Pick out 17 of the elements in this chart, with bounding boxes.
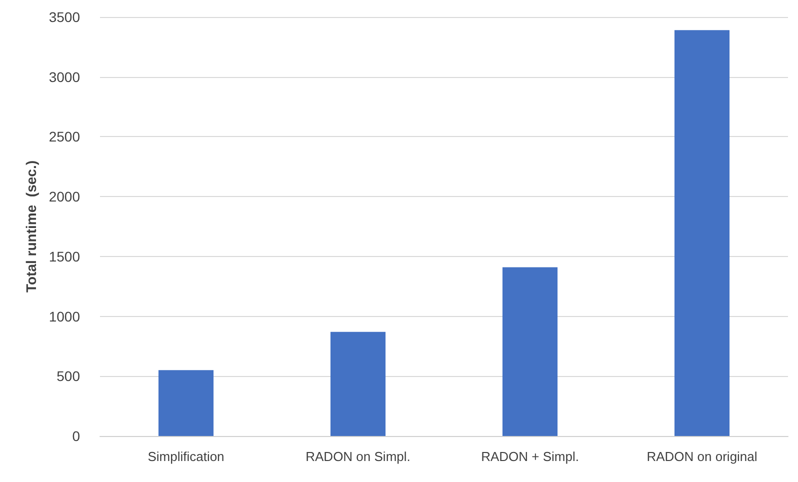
y-tick-label: 2000 — [48, 188, 80, 205]
bar — [330, 332, 386, 436]
x-tick-label: Simplification — [148, 449, 224, 464]
y-tick-label: 500 — [56, 368, 80, 384]
y-tick-label: 3500 — [48, 9, 80, 25]
y-tick-label: 3000 — [48, 68, 80, 85]
y-tick-label: 2500 — [48, 128, 80, 145]
bar — [158, 370, 214, 436]
y-tick-label: 1000 — [48, 308, 80, 324]
bar — [674, 30, 730, 436]
x-tick-label: RADON on Simpl. — [306, 449, 410, 464]
y-tick-label: 0 — [72, 428, 80, 444]
x-tick-label: RADON + Simpl. — [481, 449, 579, 464]
y-axis-title: Total runtime (sec.) — [22, 160, 39, 292]
x-tick-label: RADON on original — [646, 449, 758, 464]
y-tick-label: 1500 — [48, 248, 80, 264]
bar — [502, 267, 558, 436]
